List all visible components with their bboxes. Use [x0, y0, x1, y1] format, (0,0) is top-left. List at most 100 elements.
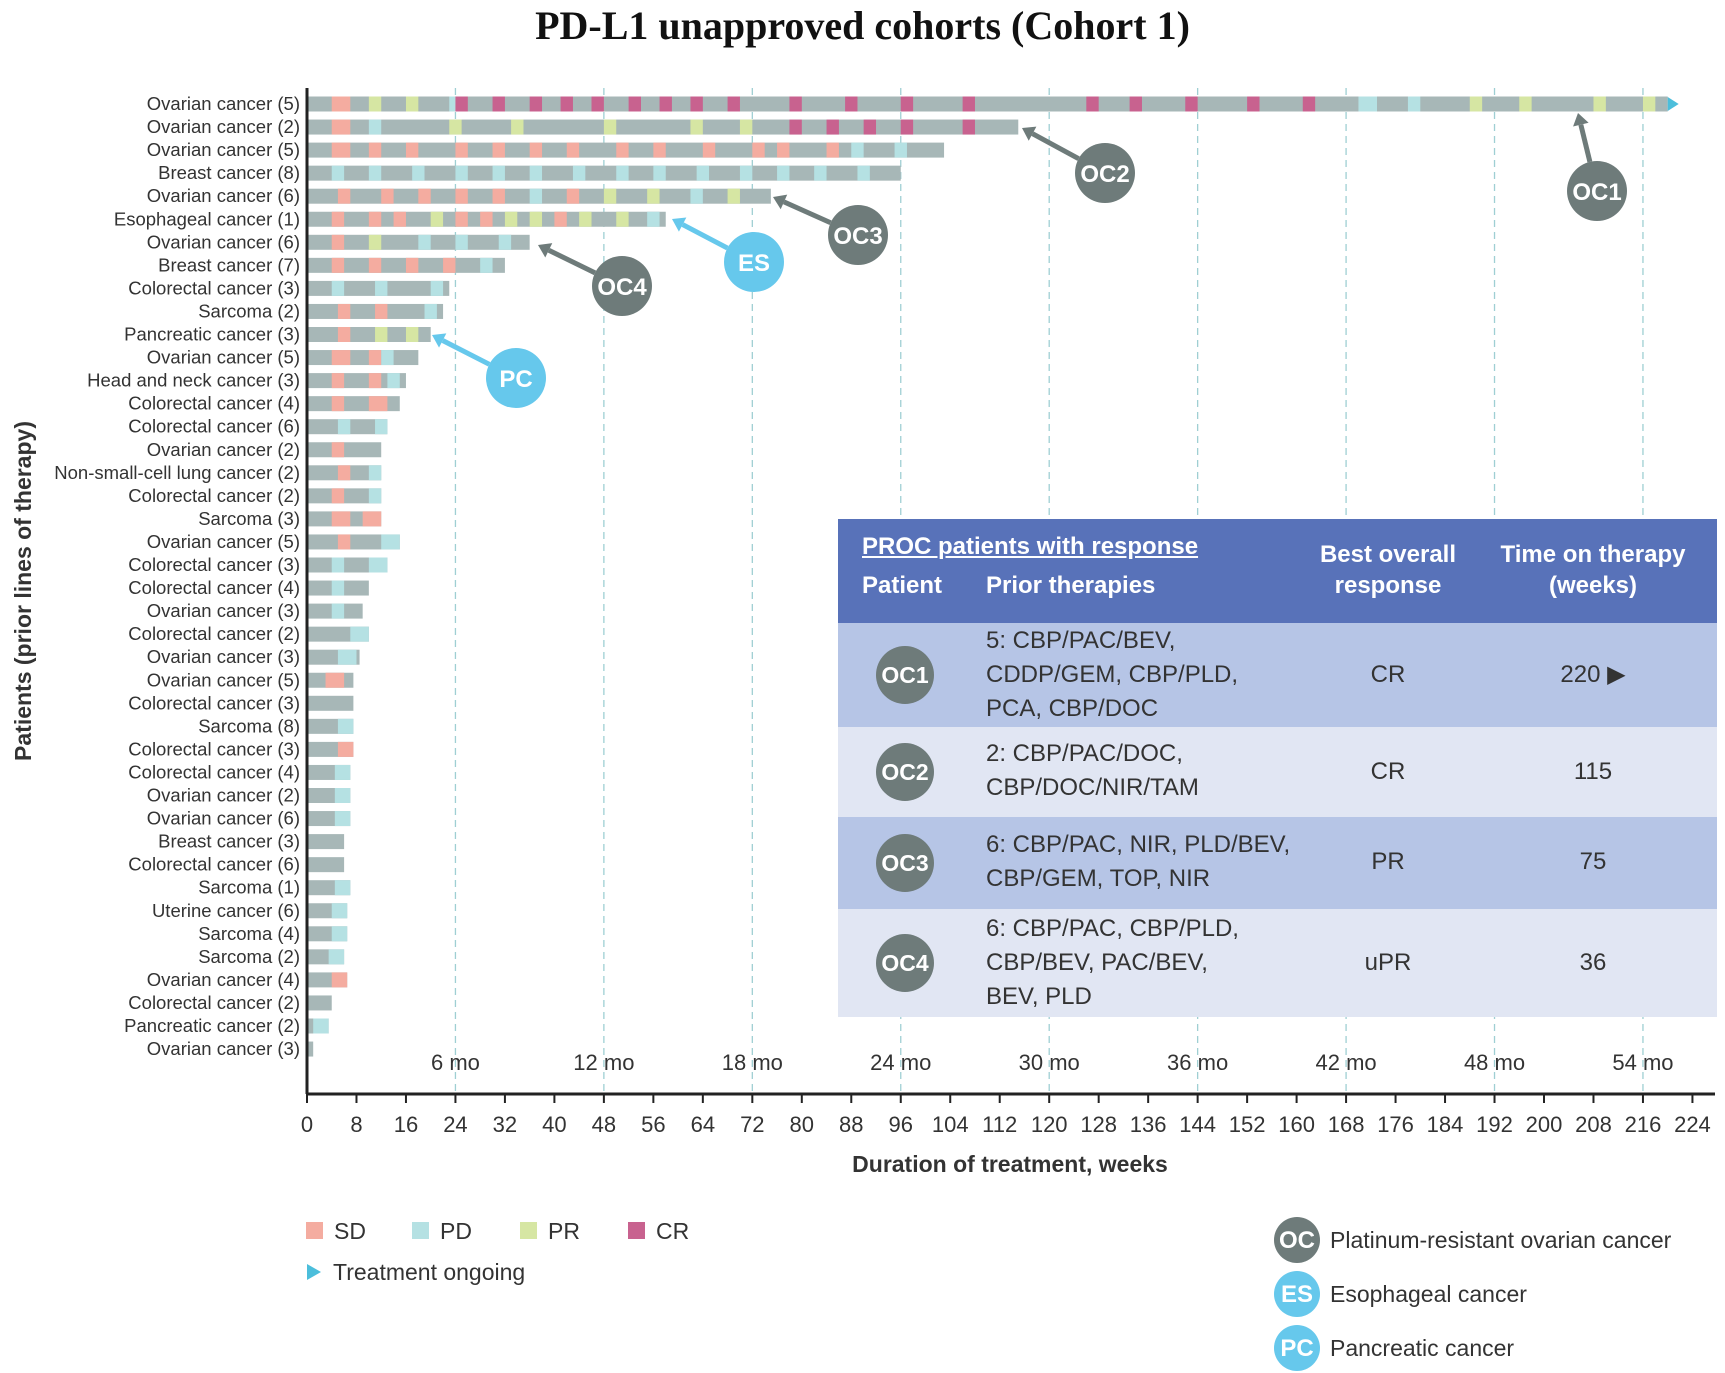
callout-arrowhead	[1022, 126, 1037, 141]
response-segment-sd	[443, 257, 456, 273]
legend-label: PD	[440, 1218, 472, 1244]
month-label: 30 mo	[1019, 1050, 1080, 1075]
patient-label: Sarcoma (1)	[198, 877, 300, 898]
type-legend-label: Esophageal cancer	[1330, 1281, 1527, 1307]
response-segment-pd	[690, 188, 703, 204]
type-legend-tag: OC	[1279, 1227, 1315, 1254]
patient-bar	[307, 1041, 314, 1057]
response-segment-pr	[405, 327, 419, 342]
x-tick-label: 0	[301, 1112, 313, 1137]
patient-label: Ovarian cancer (5)	[147, 531, 300, 552]
response-segment-pr	[1519, 96, 1532, 112]
response-segment-sd	[455, 211, 468, 227]
patient-label: Ovarian cancer (5)	[147, 93, 300, 114]
patient-label: Sarcoma (4)	[198, 923, 300, 944]
response-segment-cr	[560, 96, 573, 112]
response-segment-pr	[603, 188, 617, 204]
response-segment-pd	[334, 880, 351, 896]
type-legend-tag: PC	[1280, 1335, 1313, 1362]
response-segment-pd	[616, 165, 629, 181]
table-header: PROC patients with response Patient Prio…	[838, 519, 1717, 623]
response-segment-sd	[331, 511, 351, 527]
response-segment-sd	[368, 257, 382, 273]
callout-circle	[486, 348, 546, 408]
response-segment-pd	[455, 234, 468, 250]
response-segment-pd	[529, 188, 543, 204]
type-legend-label: Pancreatic cancer	[1330, 1335, 1514, 1361]
x-tick-label: 40	[542, 1112, 566, 1137]
response-segment-pd	[368, 165, 382, 181]
x-tick-label: 184	[1427, 1112, 1464, 1137]
response-segment-sd	[337, 534, 351, 550]
prior-line: CBP/DOC/NIR/TAM	[986, 774, 1199, 801]
y-axis-title: Patients (prior lines of therapy)	[10, 421, 36, 761]
response-segment-pr	[1593, 96, 1606, 112]
response-segment-cr	[659, 96, 672, 112]
patient-bar	[307, 96, 1668, 112]
response-segment-sd	[455, 188, 468, 204]
prior-line: 2: CBP/PAC/DOC,	[986, 740, 1183, 767]
response-segment-sd	[405, 142, 419, 158]
response-segment-sd	[492, 188, 505, 204]
type-legend-circle	[1274, 1217, 1320, 1263]
response-segment-pd	[412, 165, 425, 181]
callout-arrow-line	[782, 199, 832, 226]
response-segment-pd	[418, 234, 431, 250]
response-segment-pd	[777, 165, 790, 181]
response-segment-pr	[1642, 96, 1656, 112]
response-segment-pr	[603, 119, 617, 135]
response-segment-pd	[331, 280, 345, 296]
col-header-time-1: Time on therapy	[1500, 541, 1686, 568]
month-label: 36 mo	[1167, 1050, 1228, 1075]
patient-bar	[307, 857, 345, 873]
response-segment-sd	[337, 741, 354, 757]
patient-label: Ovarian cancer (5)	[147, 139, 300, 160]
response-value: uPR	[1364, 949, 1412, 976]
response-segment-pd	[331, 926, 348, 942]
month-label: 12 mo	[573, 1050, 634, 1075]
response-segment-pd	[368, 465, 382, 481]
response-segment-sd	[331, 373, 345, 389]
x-tick-label: 144	[1179, 1112, 1216, 1137]
response-segment-sd	[702, 142, 716, 158]
response-segment-sd	[480, 211, 493, 227]
response-segment-sd	[337, 303, 351, 319]
patient-badge: OC1	[876, 646, 934, 704]
patient-label: Sarcoma (3)	[198, 508, 300, 529]
response-segment-pd	[334, 764, 351, 780]
response-segment-pr	[727, 188, 740, 204]
response-segment-sd	[375, 303, 388, 319]
patient-label: Non-small-cell lung cancer (2)	[54, 462, 300, 483]
patient-label: Breast cancer (3)	[158, 831, 300, 852]
callout-label: OC1	[1572, 179, 1621, 206]
patient-label: Sarcoma (8)	[198, 715, 300, 736]
response-segment-sd	[368, 350, 382, 366]
response-segment-pd	[529, 165, 543, 181]
x-tick-label: 32	[493, 1112, 517, 1137]
callout-label: OC2	[1080, 161, 1129, 188]
time-value: 115	[1573, 758, 1613, 785]
callout-circle	[1075, 143, 1135, 203]
x-tick-label: 224	[1674, 1112, 1711, 1137]
x-tick-label: 192	[1476, 1112, 1513, 1137]
x-tick-label: 96	[889, 1112, 913, 1137]
x-tick-label: 8	[350, 1112, 362, 1137]
legend-swatch-sd	[306, 1222, 323, 1239]
response-value: CR	[1370, 758, 1406, 785]
patient-label: Pancreatic cancer (2)	[124, 1015, 300, 1036]
response-segment-pd	[368, 557, 388, 573]
callout-arrowhead	[773, 194, 788, 210]
response-segment-pr	[368, 234, 382, 250]
patient-label: Colorectal cancer (3)	[128, 277, 300, 298]
response-segment-sd	[331, 396, 345, 412]
proc-response-table: PROC patients with response Patient Prio…	[838, 519, 1717, 1017]
type-legend-tag: ES	[1281, 1281, 1313, 1308]
response-segment-pd	[480, 257, 493, 273]
ongoing-arrow-icon	[1667, 97, 1679, 111]
x-tick-label: 128	[1080, 1112, 1117, 1137]
callout-arrow-line	[547, 248, 597, 276]
response-segment-cr	[690, 96, 703, 112]
patient-bar	[307, 350, 419, 366]
callout-arrow-line	[681, 222, 729, 251]
